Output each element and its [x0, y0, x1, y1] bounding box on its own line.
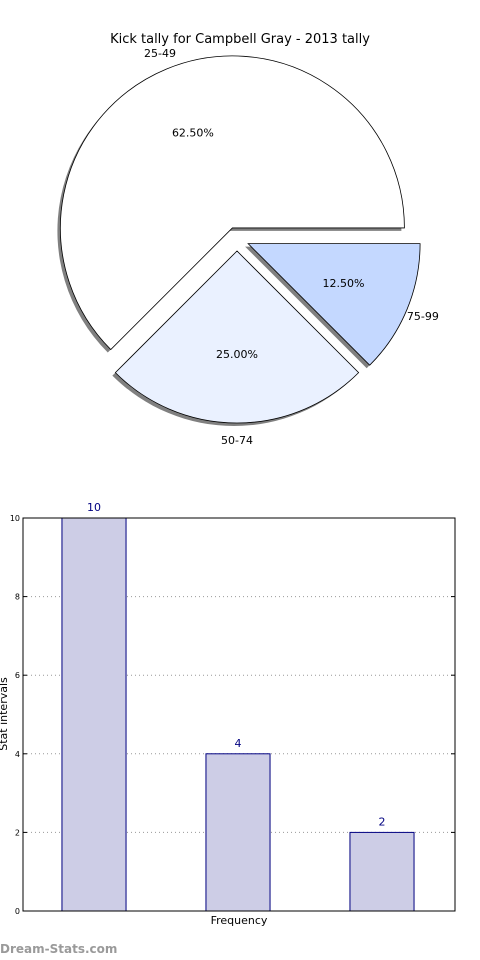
pie-slice-25-49	[60, 55, 405, 351]
bar-value-label: 4	[235, 737, 242, 750]
pie-percent-label: 12.50%	[322, 277, 364, 290]
pie-slice-75-99	[247, 243, 421, 366]
pie-chart: Kick tally for Campbell Gray - 2013 tall…	[57, 32, 439, 447]
y-axis-label: Stat intervals	[0, 677, 10, 751]
pie-title: Kick tally for Campbell Gray - 2013 tall…	[110, 32, 370, 47]
y-tick-label: 2	[15, 828, 20, 837]
y-tick-label: 8	[15, 593, 20, 602]
pie-category-label: 75-99	[407, 310, 439, 323]
y-tick-label: 6	[15, 671, 20, 680]
y-tick-label: 10	[10, 514, 20, 523]
pie-percent-label: 25.00%	[216, 348, 258, 361]
pie-category-label: 25-49	[144, 47, 176, 60]
x-axis-label: Frequency	[211, 914, 268, 927]
y-tick-label: 4	[15, 750, 20, 759]
pie-slice-50-74	[114, 250, 360, 424]
bar	[205, 753, 271, 912]
pie-category-label: 50-74	[221, 434, 253, 447]
bar	[349, 831, 415, 912]
bar-chart: 0 2 4 6 8 10 10 4 2 Frequency Stat intervals	[0, 501, 456, 927]
bar	[61, 517, 127, 912]
plot-frame	[22, 517, 456, 912]
bar-value-label: 10	[87, 501, 101, 514]
bar-value-label: 2	[379, 815, 386, 828]
y-tick-label: 0	[15, 907, 20, 916]
watermark: Dream-Stats.com	[0, 942, 118, 956]
pie-percent-label: 62.50%	[172, 127, 214, 140]
